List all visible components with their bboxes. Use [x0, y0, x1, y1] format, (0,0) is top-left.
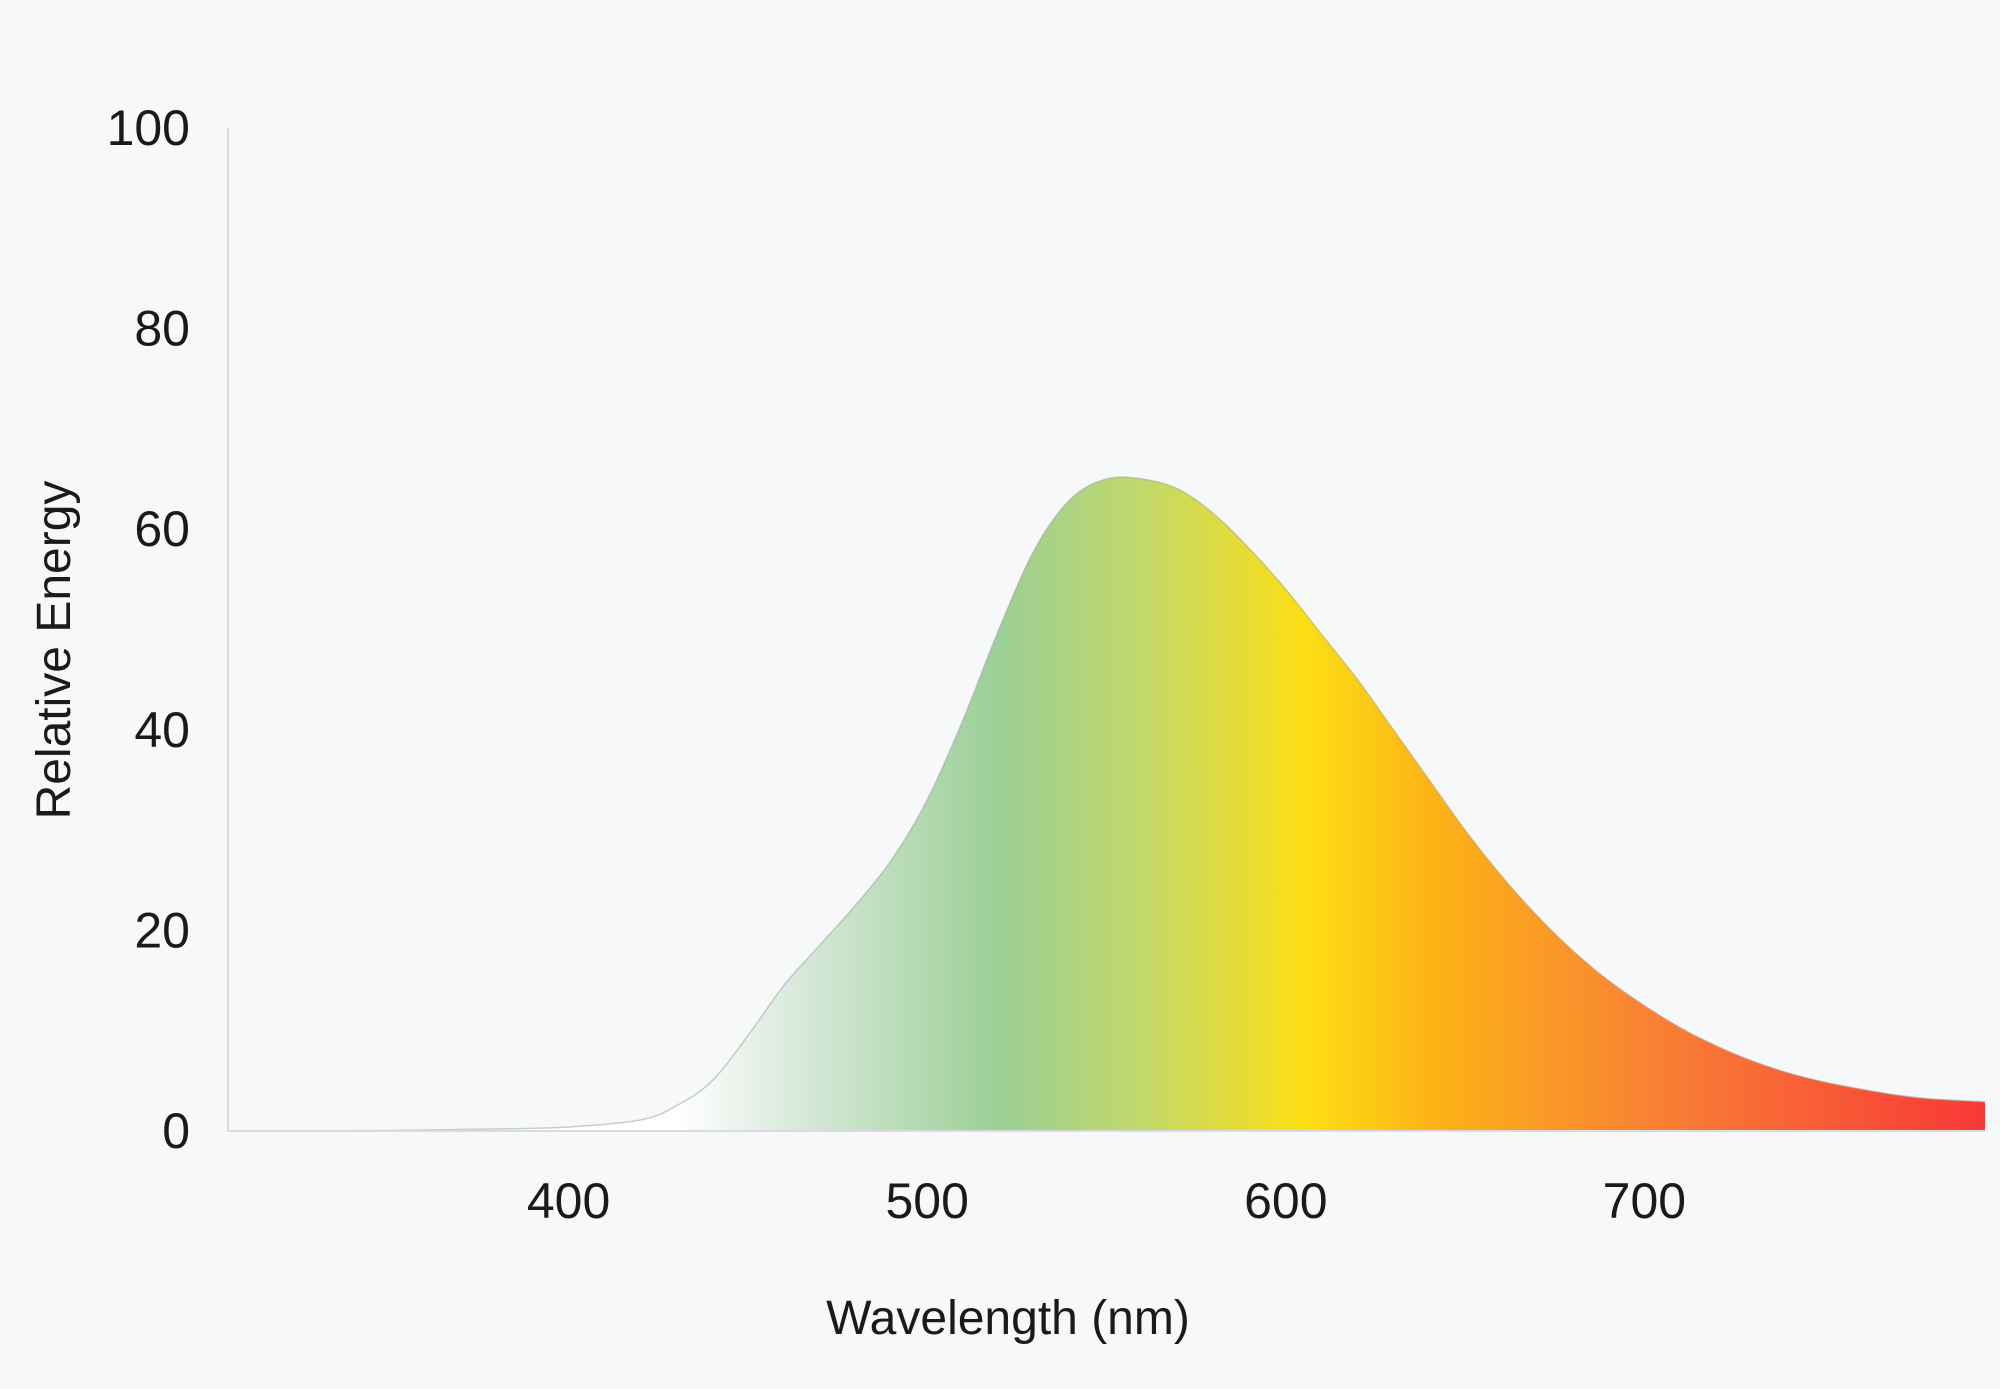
y-tick-labels: 0 20 40 60 80 100	[107, 100, 190, 1159]
area-layer	[227, 476, 1986, 1132]
x-tick-label-700: 700	[1603, 1173, 1686, 1229]
y-axis-title: Relative Energy	[28, 481, 81, 820]
x-tick-label-500: 500	[885, 1173, 968, 1229]
y-tick-label-100: 100	[107, 100, 190, 156]
x-tick-label-400: 400	[527, 1173, 610, 1229]
x-axis-title: Wavelength (nm)	[826, 1292, 1190, 1345]
y-tick-label-60: 60	[134, 501, 190, 557]
x-tick-label-600: 600	[1244, 1173, 1327, 1229]
axis-layer	[227, 128, 1985, 1132]
y-tick-label-0: 0	[162, 1103, 190, 1159]
x-tick-labels: 400 500 600 700	[527, 1173, 1686, 1229]
y-tick-label-40: 40	[134, 702, 190, 758]
y-tick-label-20: 20	[134, 902, 190, 958]
spectrum-curve-line	[227, 476, 1986, 1132]
spectrum-area	[228, 477, 1985, 1131]
y-tick-label-80: 80	[134, 301, 190, 357]
